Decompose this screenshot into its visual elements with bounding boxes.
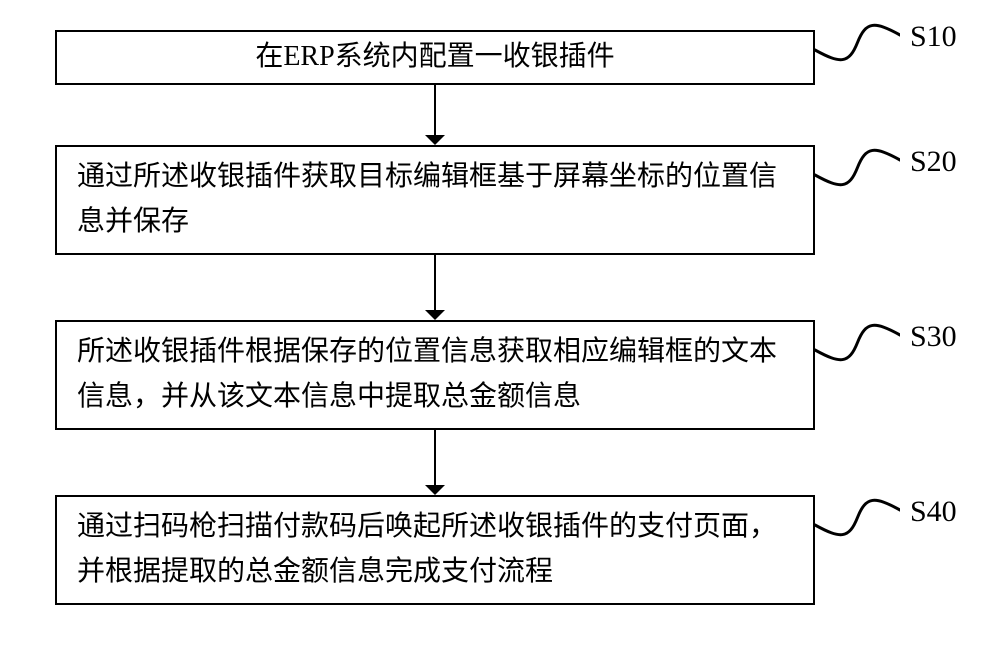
step-label-s40: S40 (910, 495, 957, 529)
connector-tilde-icon (815, 145, 900, 190)
step-label-s30: S30 (910, 320, 957, 354)
connector-tilde-icon (815, 20, 900, 65)
flow-box-s20: 通过所述收银插件获取目标编辑框基于屏幕坐标的位置信息并保存 (55, 145, 815, 255)
flow-box-s40: 通过扫码枪扫描付款码后唤起所述收银插件的支付页面，并根据提取的总金额信息完成支付… (55, 495, 815, 605)
connector-tilde-icon (815, 495, 900, 540)
arrow-line (434, 255, 436, 310)
arrow-head-icon (425, 135, 445, 145)
flowchart-canvas: 在ERP系统内配置一收银插件通过所述收银插件获取目标编辑框基于屏幕坐标的位置信息… (0, 0, 1000, 645)
flow-box-text: 在ERP系统内配置一收银插件 (77, 35, 793, 80)
arrow-line (434, 430, 436, 485)
arrow-head-icon (425, 310, 445, 320)
arrow-head-icon (425, 485, 445, 495)
flow-box-text: 所述收银插件根据保存的位置信息获取相应编辑框的文本信息，并从该文本信息中提取总金… (77, 330, 793, 420)
step-label-s20: S20 (910, 145, 957, 179)
flow-box-text: 通过所述收银插件获取目标编辑框基于屏幕坐标的位置信息并保存 (77, 155, 793, 245)
flow-box-s10: 在ERP系统内配置一收银插件 (55, 30, 815, 85)
arrow-line (434, 85, 436, 135)
flow-box-text: 通过扫码枪扫描付款码后唤起所述收银插件的支付页面，并根据提取的总金额信息完成支付… (77, 505, 793, 595)
flow-box-s30: 所述收银插件根据保存的位置信息获取相应编辑框的文本信息，并从该文本信息中提取总金… (55, 320, 815, 430)
step-label-s10: S10 (910, 20, 957, 54)
connector-tilde-icon (815, 320, 900, 365)
